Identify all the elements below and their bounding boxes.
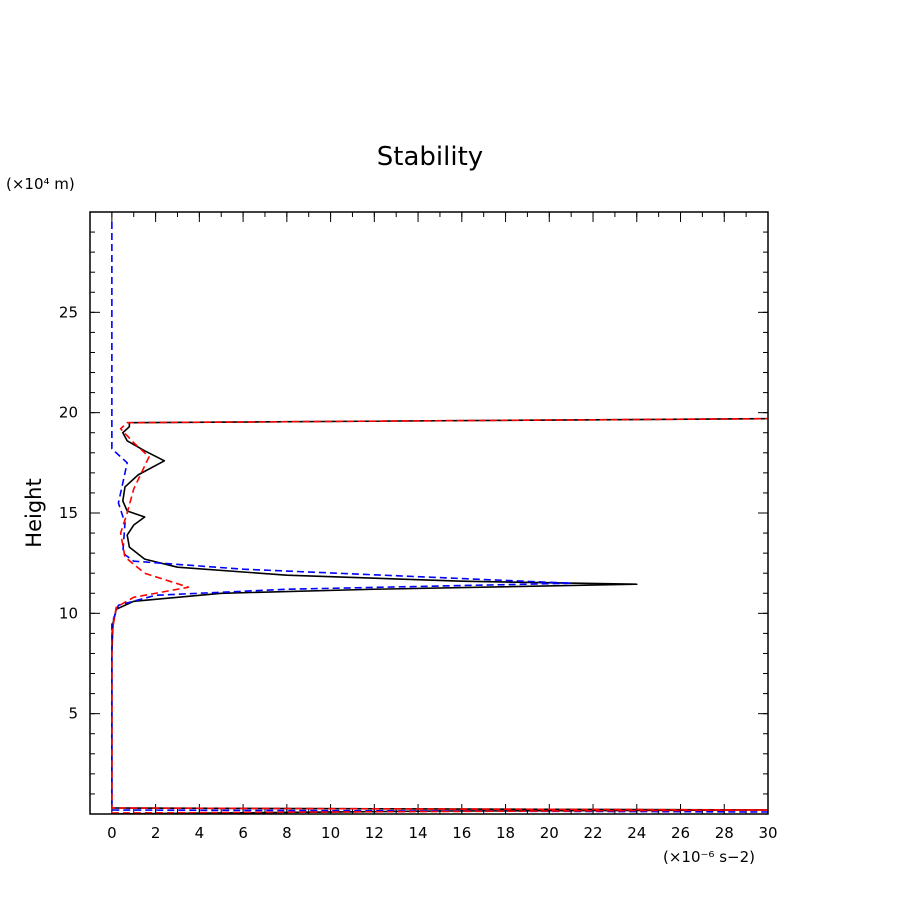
y-tick-label: 20 — [59, 404, 78, 422]
axis-ticks — [89, 212, 769, 814]
y-tick-label: 25 — [59, 303, 78, 321]
y-tick-label: 15 — [59, 504, 78, 522]
x-tick-label: 28 — [715, 824, 734, 842]
x-tick-label: 24 — [627, 824, 646, 842]
x-tick-label: 16 — [452, 824, 471, 842]
x-tick-label: 8 — [282, 824, 292, 842]
x-tick-label: 22 — [583, 824, 602, 842]
chart-title: Stability — [377, 142, 483, 172]
x-tick-label: 4 — [195, 824, 205, 842]
y-tick-label: 10 — [59, 604, 78, 622]
series-line-2 — [111, 417, 768, 814]
y-unit-label: (×10⁴ m) — [6, 175, 75, 193]
x-tick-label: 26 — [671, 824, 690, 842]
x-tick-label: 2 — [151, 824, 161, 842]
series-layer — [111, 222, 768, 814]
x-tick-label: 12 — [365, 824, 384, 842]
x-tick-label: 20 — [540, 824, 559, 842]
y-axis-label: Height — [22, 478, 46, 547]
series-line-1 — [111, 222, 768, 813]
x-tick-label: 10 — [321, 824, 340, 842]
y-tick-label: 5 — [68, 705, 78, 723]
x-tick-label: 14 — [409, 824, 428, 842]
x-tick-label: 6 — [238, 824, 248, 842]
x-tick-label: 30 — [758, 824, 777, 842]
x-tick-label: 18 — [496, 824, 515, 842]
plot-frame — [89, 211, 769, 815]
x-tick-label: 0 — [107, 824, 117, 842]
x-unit-label: (×10⁻⁶ s−2) — [663, 848, 755, 866]
